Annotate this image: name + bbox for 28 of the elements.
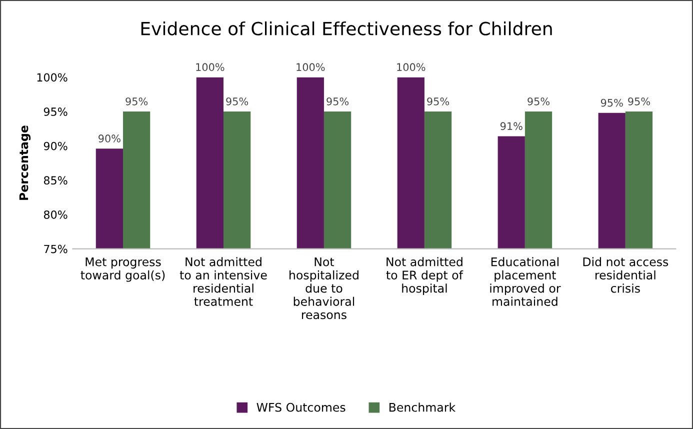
x-tick-label: Met progress toward goal(s) xyxy=(80,258,165,282)
y-tick-label: 85% xyxy=(44,176,68,185)
data-label: 95% xyxy=(326,97,349,106)
chart-title: Evidence of Clinical Effectiveness for Children xyxy=(141,21,552,36)
x-tick-label: Not admitted to ER dept of hospital xyxy=(386,257,464,296)
data-label: 95% xyxy=(427,97,450,106)
y-axis-title: Percentage xyxy=(19,126,31,200)
y-tick-label: 75% xyxy=(44,244,68,254)
x-tick-label: Did not access residential crisis xyxy=(583,257,668,293)
data-label: 100% xyxy=(196,63,224,72)
y-tick-label: 95% xyxy=(44,108,68,116)
data-label: 95% xyxy=(600,98,623,107)
data-label: 90% xyxy=(98,134,120,142)
data-label: 95% xyxy=(226,97,248,106)
x-tick-label: Not admitted to an intensive residential treatment xyxy=(180,257,267,306)
legend-label: Benchmark xyxy=(390,402,456,412)
legend-label: WFS Outcomes xyxy=(256,402,346,412)
y-tick-label: 80% xyxy=(44,210,68,219)
data-label: 95% xyxy=(628,97,650,106)
data-label: 95% xyxy=(528,97,550,106)
x-tick-label: Educational placement improved or maintained xyxy=(490,257,561,306)
x-tick-label: Not hospitalized due to behavioral reasons xyxy=(290,258,358,320)
y-tick-label: 90% xyxy=(44,142,68,150)
data-label: 95% xyxy=(126,97,148,106)
data-label: 100% xyxy=(296,63,325,72)
data-label: 91% xyxy=(500,122,522,130)
data-label: 100% xyxy=(397,63,426,72)
y-tick-label: 100% xyxy=(37,73,68,82)
